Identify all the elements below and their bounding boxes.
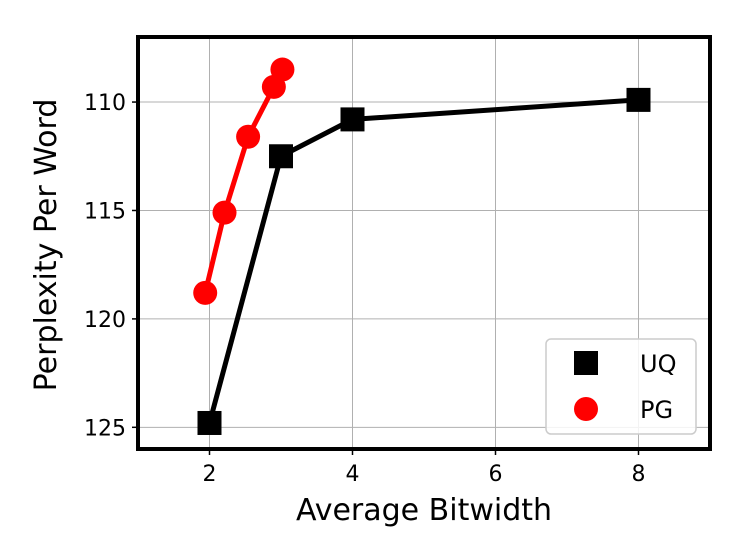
y-tick-label: 120 — [84, 308, 126, 333]
legend: UQ PG — [545, 338, 697, 435]
x-tick-label: 4 — [346, 462, 360, 487]
data-point-pg — [212, 200, 237, 225]
legend-label-uq: UQ — [640, 350, 676, 378]
y-tick-label: 125 — [84, 416, 126, 441]
x-tick-label: 8 — [632, 462, 646, 487]
data-point-uq — [340, 107, 365, 132]
data-point-uq — [626, 87, 651, 112]
data-point-uq — [269, 144, 293, 169]
legend-marker-uq — [574, 351, 598, 375]
x-tick-label: 2 — [203, 462, 217, 487]
x-tick-label: 6 — [489, 462, 503, 487]
y-axis-label: Perplexity Per Word — [29, 99, 64, 392]
legend-label-pg: PG — [640, 396, 673, 424]
data-point-pg — [193, 280, 218, 305]
data-point-pg — [236, 124, 261, 149]
legend-marker-pg — [574, 397, 598, 421]
series-line-uq — [207, 97, 639, 424]
y-tick-label: 110 — [84, 91, 126, 116]
data-point-pg — [270, 57, 295, 82]
series-line-pg — [202, 68, 285, 294]
series-layer — [193, 57, 651, 435]
data-point-uq — [197, 410, 222, 435]
ticks: 2 4 6 8 110 115 120 125 — [84, 91, 646, 487]
plot-frame — [136, 35, 712, 451]
y-tick-label: 115 — [84, 199, 126, 224]
x-axis-label: Average Bitwidth — [296, 493, 552, 528]
